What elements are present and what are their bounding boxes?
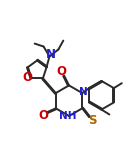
- Text: NH: NH: [59, 111, 76, 122]
- Text: N: N: [79, 87, 88, 97]
- Text: S: S: [88, 114, 97, 127]
- Text: O: O: [56, 65, 66, 78]
- Text: N: N: [46, 48, 56, 61]
- Text: O: O: [39, 109, 48, 122]
- Text: O: O: [22, 71, 32, 84]
